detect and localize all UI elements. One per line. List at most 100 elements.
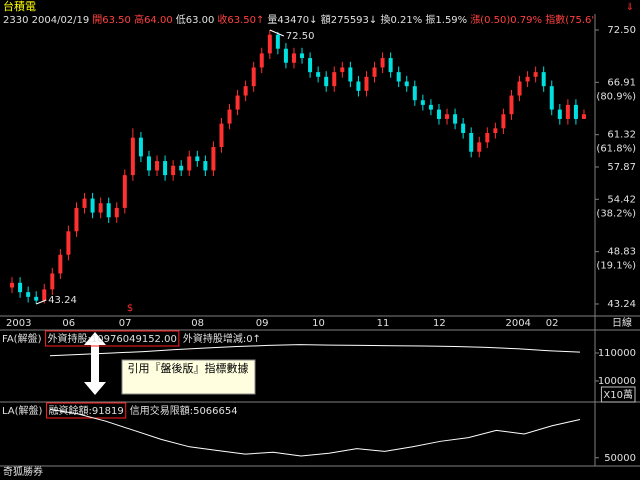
y-tick-label: 43.24 [607,299,636,310]
candle-body [340,67,345,73]
candle-body [324,76,329,87]
unit-box [600,386,636,403]
label-box [45,330,180,347]
candle-body [300,53,305,59]
panel-label: 融資餘額:91819 [49,404,124,417]
candle-body [26,292,31,297]
y-tick-note: (80.9%) [596,91,636,102]
candle-body [436,109,441,119]
y-tick-note: (38.2%) [596,208,636,219]
candle-body [74,207,79,232]
unit-label: X10萬 [603,388,633,401]
candle-body [364,76,369,91]
candle-body [82,198,87,208]
candle-body [565,104,570,119]
panel-label: LA(解盤) [2,404,43,417]
double-arrow [84,332,106,395]
x-tick-label: 09 [256,318,269,329]
candle-body [316,72,321,77]
x-tick-label: 07 [119,318,132,329]
candle-body [138,137,143,157]
candle-body [235,95,240,110]
candle-body [396,72,401,82]
candle-body [557,109,562,119]
x-tick-label: 06 [62,318,75,329]
candle-body [581,114,586,119]
candle-body [453,114,458,124]
indicator-line [49,408,581,457]
candle-body [283,48,288,63]
panel-label: 外資持股增減:0↑ [183,332,261,345]
x-tick-label: 08 [191,318,204,329]
candle-body [155,161,160,171]
y-tick-label: 100000 [598,376,636,387]
candle-body [291,53,296,63]
candle-body [122,175,127,208]
period-label: 日線 [612,316,632,329]
candle-body [50,273,55,290]
candle-body [308,58,313,73]
header-item: 2330 2004/02/19 [3,15,89,26]
footer: 奇狐勝券 [3,465,43,478]
y-tick-label: 72.50 [607,25,636,36]
candle-body [34,296,39,301]
candle-body [58,254,63,274]
candle-body [493,128,498,133]
candle-body [332,72,337,87]
x-tick-label: 02 [546,318,559,329]
candle-body [525,76,530,82]
y-tick-label: 50000 [604,453,636,464]
x-tick-label: 2003 [6,318,31,329]
header-item: 收63.50↑ [217,13,264,26]
candle-body [348,67,353,82]
candle-body [203,161,208,171]
candle-body [66,231,71,255]
candle-body [42,289,47,301]
event-marker: $ [127,303,133,314]
stock-title: 台積電 [3,0,36,13]
y-tick-note: (61.8%) [596,144,636,155]
candle-body [517,81,522,96]
callout-wrap: 引用『盤後版』指標數據 [127,362,249,375]
callout-text: 引用『盤後版』指標數據 [127,362,249,375]
candle-body [275,34,280,49]
panel-label: 外資持股:10976049152.00 [48,332,177,345]
annotation: 43.24 [48,295,77,306]
candle-body [146,156,151,171]
candle-body [219,123,224,148]
indicator-line [49,344,581,357]
candle-body [98,203,103,213]
scroll-arrow[interactable]: ⇓ [626,2,634,13]
candle-body [485,132,490,143]
y-tick-label: 66.91 [607,77,636,88]
candle-body [259,53,264,68]
candle-body [501,114,506,129]
candle-body [420,100,425,105]
candle-body [211,147,216,171]
panel-label: 信用交易限額:5066654 [130,404,238,417]
candle-body [461,123,466,133]
candle-body [388,58,393,73]
candle-body [412,86,417,101]
y-tick-note: (19.1%) [596,261,636,272]
annotation: 72.50 [286,31,315,42]
candle-body [356,81,361,91]
callout-box [121,359,256,395]
x-tick-label: 2004 [505,318,530,329]
header-item: 低63.00 [176,13,215,26]
x-tick-label: 10 [312,318,325,329]
candle-body [227,109,232,124]
y-tick-label: 61.32 [607,130,636,141]
candle-body [509,95,514,115]
label-box [46,402,127,419]
candle-body [106,203,111,218]
y-tick-label: 110000 [598,348,636,359]
candle-body [130,137,135,176]
candle-body [533,72,538,77]
candle-body [380,58,385,68]
x-tick-label: 11 [377,318,390,329]
candle-body [477,142,482,152]
candle-body [187,156,192,171]
candle-body [267,34,272,54]
